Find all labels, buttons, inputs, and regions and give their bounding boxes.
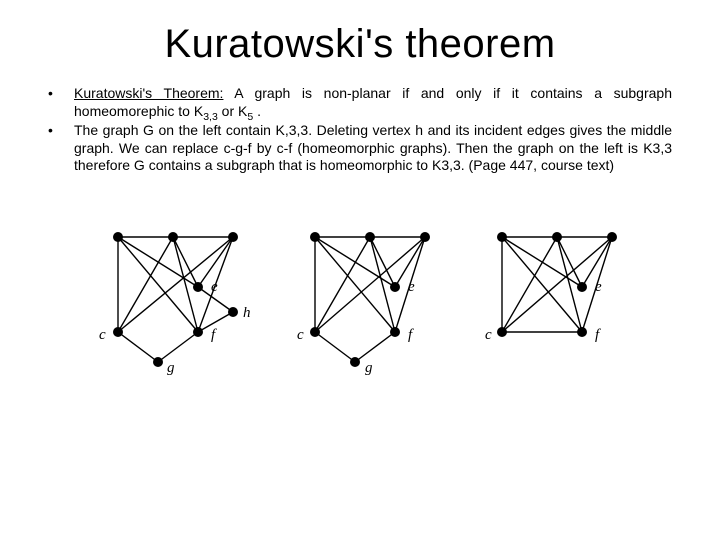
graph-edge [502,237,557,332]
graph-node [577,327,587,337]
graph-node [193,282,203,292]
graph-node [168,232,178,242]
graph-edge [118,237,173,332]
graph-node [113,327,123,337]
bullet-marker: • [48,122,74,175]
graph-node-label: c [485,327,492,343]
graph-right: e c f [477,217,637,377]
graph-left: e h c f g [83,217,263,397]
graph-node-label: g [167,360,175,376]
graph-node-label: e [408,279,415,295]
graph-node-label: c [297,327,304,343]
bullet-item: • Kuratowski's Theorem: A graph is non-p… [48,85,672,120]
graph-edge [315,237,370,332]
graph-node [497,327,507,337]
graph-node [390,327,400,337]
graph-node-label: g [365,360,373,376]
graph-node [310,232,320,242]
slide-title: Kuratowski's theorem [48,22,672,67]
graph-node [153,357,163,367]
bullet-item: • The graph G on the left contain K,3,3.… [48,122,672,175]
graph-middle: e c f g [285,217,455,397]
slide: Kuratowski's theorem • Kuratowski's Theo… [0,0,720,540]
bullet-list: • Kuratowski's Theorem: A graph is non-p… [48,85,672,175]
bullet-text: The graph G on the left contain K,3,3. D… [74,122,672,175]
graph-node-label: e [211,279,218,295]
graph-node-label: f [595,327,601,343]
theorem-name: Kuratowski's Theorem: [74,85,223,101]
bullet-marker: • [48,85,74,120]
graph-node [193,327,203,337]
graph-node-label: f [408,327,414,343]
graph-edge [158,332,198,362]
graph-node [420,232,430,242]
graph-node [113,232,123,242]
graph-node-label: f [211,327,217,343]
bullet-text: Kuratowski's Theorem: A graph is non-pla… [74,85,672,120]
graph-node-label: h [243,305,251,321]
figures-row: e h c f g e c f g e c f [48,217,672,397]
graph-node [607,232,617,242]
graph-edge [355,332,395,362]
graph-node [497,232,507,242]
graph-node [228,232,238,242]
graph-node [228,307,238,317]
graph-edge [118,332,158,362]
graph-node [365,232,375,242]
graph-node-label: e [595,279,602,295]
graph-edge [315,332,355,362]
graph-node [350,357,360,367]
graph-node [577,282,587,292]
graph-node [390,282,400,292]
graph-node [310,327,320,337]
graph-edge [198,312,233,332]
graph-node [552,232,562,242]
graph-node-label: c [99,327,106,343]
